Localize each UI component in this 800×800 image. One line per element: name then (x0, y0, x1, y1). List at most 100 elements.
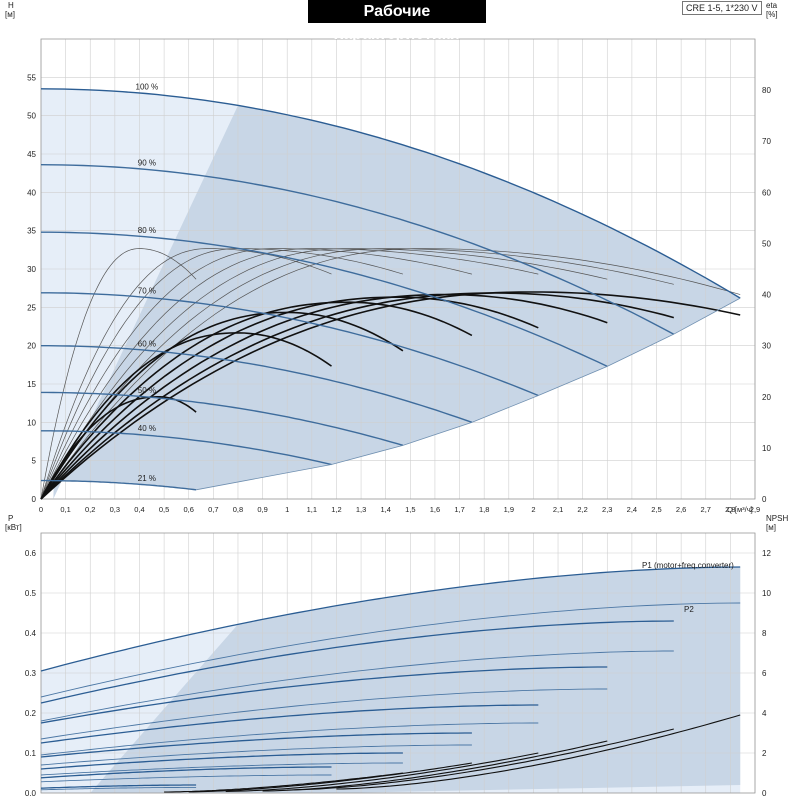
x-tick-label: 2,9 (750, 505, 760, 514)
y-right-tick-top: 10 (762, 444, 771, 453)
head-envelope (196, 297, 741, 491)
eta-thin-curve (40, 248, 472, 500)
x-tick-label: 2,7 (701, 505, 711, 514)
y-right-tick-top: 70 (762, 137, 771, 146)
y-right-tick-top: 0 (762, 495, 767, 504)
npsh-curve (188, 762, 472, 793)
y-right-tick-top: 50 (762, 239, 771, 248)
x-tick-label: 1,2 (331, 505, 341, 514)
x-tick-label: 0,6 (184, 505, 194, 514)
x-tick-label: 0,4 (134, 505, 144, 514)
y-right-top-label: eta (766, 1, 778, 10)
head-curve (41, 292, 539, 397)
y-right-tick-top: 30 (762, 342, 771, 351)
p1-curve (40, 766, 332, 779)
p1-curve (40, 752, 403, 770)
x-tick-label: 2,6 (676, 505, 686, 514)
eta-thin-curve (40, 248, 539, 500)
y-left-tick-top: 35 (27, 227, 36, 236)
y-left-tick-top: 55 (27, 73, 36, 82)
y-left-top-unit: [м] (5, 10, 15, 19)
y-left-tick-top: 20 (27, 342, 36, 351)
x-axis-label: Q [м³/ч] (727, 505, 753, 514)
head-curve-label: 40 % (138, 424, 156, 433)
x-tick-label: 2,1 (553, 505, 563, 514)
x-tick-label: 2,5 (651, 505, 661, 514)
y-right-tick-bottom: 2 (762, 749, 767, 758)
p2-curve (40, 786, 197, 791)
y-left-tick-bottom: 0.5 (25, 589, 37, 598)
y-left-tick-top: 40 (27, 188, 36, 197)
head-curve-label: 50 % (138, 386, 156, 395)
x-tick-label: 2,2 (577, 505, 587, 514)
y-left-tick-top: 15 (27, 380, 36, 389)
y-right-bottom-unit: [м] (766, 523, 776, 532)
x-tick-label: 0,5 (159, 505, 169, 514)
y-left-tick-top: 30 (27, 265, 36, 274)
model-label: CRE 1-5, 1*230 V (682, 1, 762, 15)
x-tick-label: 2,8 (725, 505, 735, 514)
y-left-tick-top: 25 (27, 303, 36, 312)
y-left-tick-bottom: 0.6 (25, 549, 37, 558)
y-left-tick-bottom: 0.1 (25, 749, 37, 758)
y-right-top-unit: [%] (766, 10, 778, 19)
eta-curve (40, 311, 404, 500)
p2-curve (40, 744, 472, 766)
x-tick-label: 1,7 (454, 505, 464, 514)
x-tick-label: 1,9 (504, 505, 514, 514)
x-tick-label: 0,1 (60, 505, 70, 514)
y-left-tick-top: 0 (32, 495, 37, 504)
y-left-tick-top: 5 (32, 457, 37, 466)
p1-curve (40, 666, 608, 724)
npsh-curve (225, 752, 539, 792)
y-right-tick-top: 80 (762, 86, 771, 95)
chart-title: Рабочие характеристики (308, 0, 486, 43)
x-tick-label: 0,9 (257, 505, 267, 514)
npsh-curve (287, 728, 674, 791)
x-tick-label: 1,5 (405, 505, 415, 514)
p2-curve (40, 722, 539, 756)
x-tick-label: 1 (285, 505, 289, 514)
y-right-tick-bottom: 10 (762, 589, 771, 598)
y-left-tick-top: 10 (27, 418, 36, 427)
y-right-tick-bottom: 4 (762, 709, 767, 718)
eta-thin-curve (40, 248, 197, 500)
eta-curve (40, 301, 473, 500)
head-curve (40, 164, 675, 335)
x-tick-label: 0,8 (233, 505, 243, 514)
y-left-tick-top: 50 (27, 112, 36, 121)
p2-curve (40, 602, 741, 698)
top-plot-frame (40, 38, 756, 500)
npsh-curve (164, 772, 403, 793)
x-tick-label: 2,3 (602, 505, 612, 514)
head-curve-label: 90 % (138, 158, 156, 167)
x-tick-label: 0,3 (110, 505, 120, 514)
p2-curve (40, 774, 332, 783)
y-right-bottom-label: NPSH (766, 514, 788, 523)
y-right-tick-top: 40 (762, 291, 771, 300)
y-left-bottom-unit: [кВт] (5, 523, 22, 532)
p1-curve (40, 732, 472, 758)
x-tick-label: 1,8 (479, 505, 489, 514)
eta-thin-curve (40, 248, 404, 500)
eta-curve (40, 396, 197, 500)
x-tick-label: 0 (39, 505, 43, 514)
p2-curve (40, 650, 674, 722)
head-curve-label: 60 % (138, 339, 156, 348)
head-curve (41, 479, 197, 491)
y-left-tick-bottom: 0.0 (25, 789, 37, 798)
p1-curve (40, 784, 197, 789)
eta-curve (40, 293, 608, 500)
series-label-p2: P2 (684, 605, 694, 614)
npsh-curve (262, 740, 608, 792)
head-curve-label: 21 % (138, 474, 156, 483)
y-left-bottom-label: P (8, 514, 13, 523)
p1-curve (40, 620, 674, 704)
y-right-tick-bottom: 6 (762, 669, 767, 678)
x-tick-label: 2,4 (627, 505, 637, 514)
operating-area-dark (53, 105, 741, 499)
series-label-p1: P1 (motor+freq.converter) (642, 561, 734, 570)
head-curve (40, 88, 741, 299)
head-curve-label: 80 % (138, 226, 156, 235)
